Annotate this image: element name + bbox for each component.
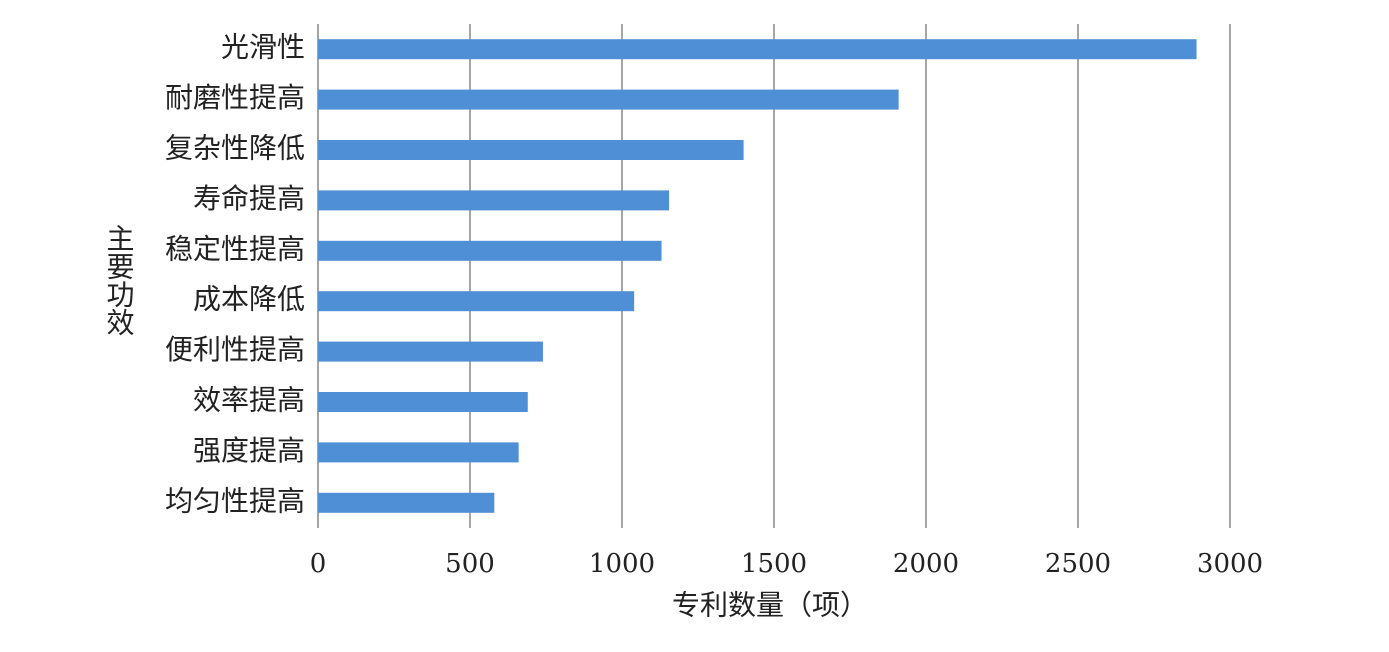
- x-tick-label: 3000: [1197, 549, 1263, 579]
- x-tick-label: 2500: [1045, 549, 1111, 579]
- y-tick-label: 便利性提高: [165, 333, 305, 366]
- bar: [318, 392, 528, 412]
- y-tick-label: 耐磨性提高: [165, 81, 305, 114]
- bar: [318, 140, 744, 160]
- x-tick-label: 500: [445, 549, 495, 579]
- x-tick-label: 0: [310, 549, 327, 579]
- bar: [318, 39, 1197, 60]
- bar: [318, 89, 899, 110]
- bar: [318, 190, 670, 211]
- bar: [318, 442, 519, 463]
- y-tick-label: 均匀性提高: [165, 484, 305, 517]
- y-tick-label: 光滑性: [221, 31, 305, 64]
- bar: [318, 341, 543, 362]
- y-tick-label: 效率提高: [193, 384, 305, 417]
- y-tick-label: 强度提高: [193, 434, 305, 467]
- bar: [318, 291, 635, 312]
- y-axis-title: 主要功效: [103, 224, 136, 336]
- x-axis-title: 专利数量（项）: [672, 589, 868, 622]
- y-tick-label: 稳定性提高: [165, 232, 305, 265]
- y-tick-label: 成本降低: [193, 283, 305, 316]
- y-tick-label: 复杂性降低: [165, 132, 305, 165]
- y-tick-label: 寿命提高: [193, 182, 305, 215]
- x-tick-label: 1500: [741, 549, 807, 579]
- bar: [318, 492, 495, 513]
- bar: [318, 240, 662, 261]
- x-tick-label: 2000: [893, 549, 959, 579]
- x-tick-label: 1000: [589, 549, 655, 579]
